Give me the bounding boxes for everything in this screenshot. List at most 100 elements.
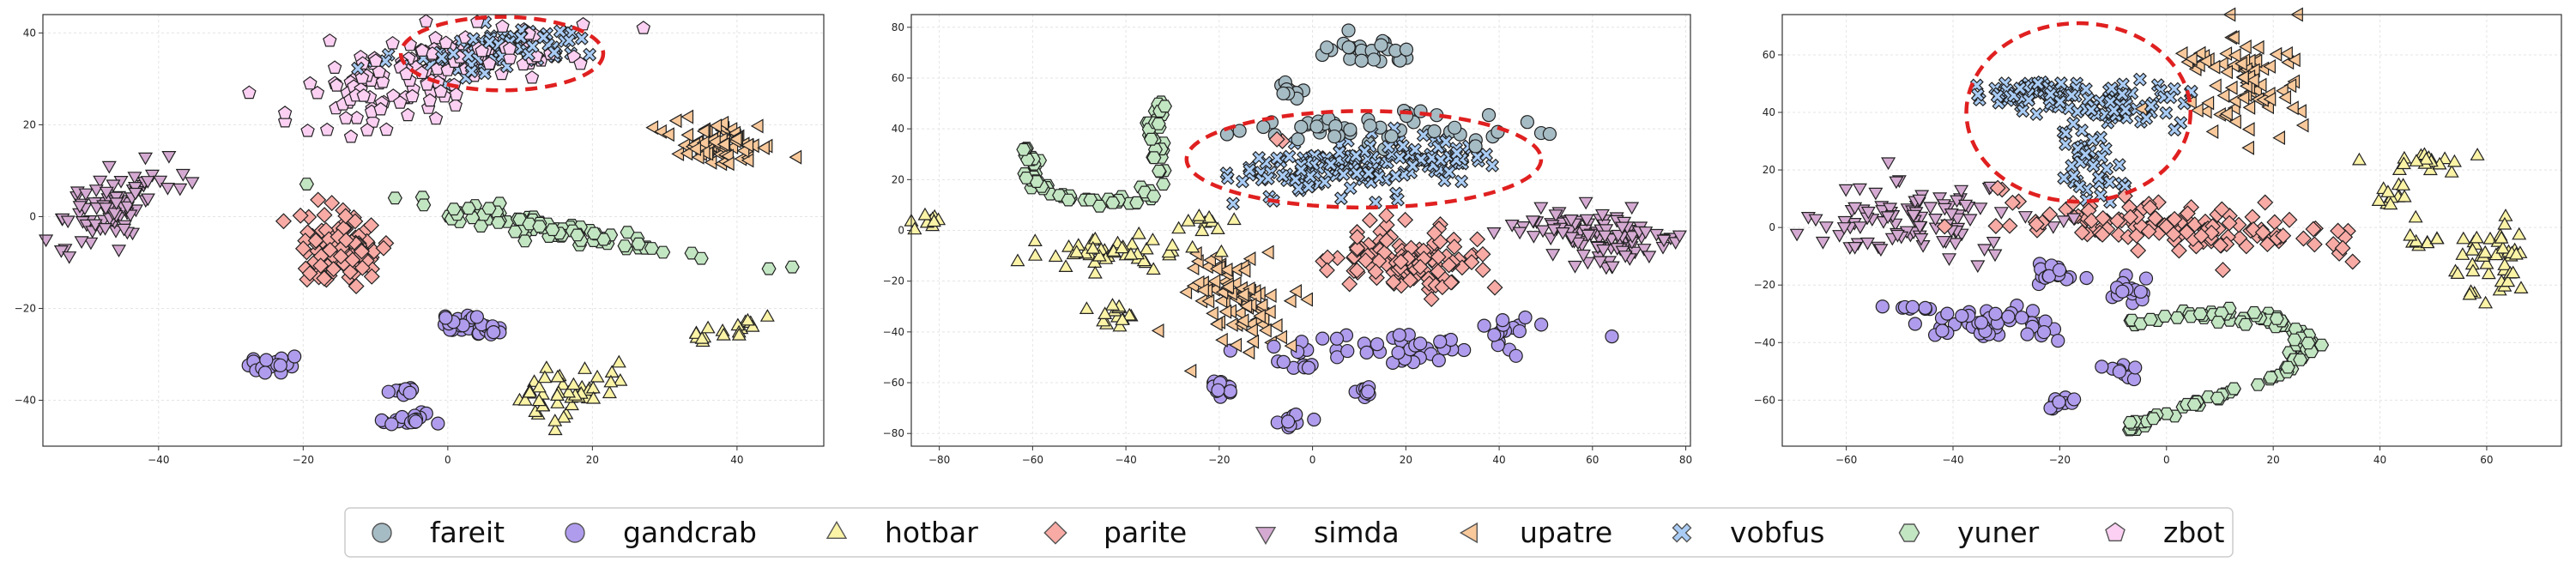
data-point-gandcrab <box>2015 311 2029 325</box>
data-point-simda <box>1944 208 1959 221</box>
data-point-simda <box>98 202 113 216</box>
data-point-gandcrab <box>287 349 302 364</box>
data-point-upatre <box>1283 293 1297 309</box>
data-point-gandcrab <box>1307 412 1321 427</box>
data-point-hotbar <box>1124 237 1140 250</box>
data-point-hotbar <box>1091 248 1107 262</box>
scatter-panel-right: −60 −40 −20 0 20 40 60 −60 −40 −20 0 20 40 60 <box>1754 7 2562 466</box>
highlight-ellipse <box>1184 109 1544 210</box>
data-point-upatre <box>1242 345 1255 360</box>
data-point-upatre <box>1207 274 1221 289</box>
data-point-gandcrab <box>1370 337 1385 352</box>
data-point-parite <box>316 207 333 224</box>
data-point-parite <box>2073 224 2090 241</box>
data-point-hotbar <box>2418 151 2434 165</box>
data-point-hotbar <box>2380 184 2396 197</box>
data-point-gandcrab <box>273 358 287 372</box>
data-point-upatre <box>1236 313 1249 329</box>
data-point-fareit <box>1542 126 1557 142</box>
data-point-parite <box>292 207 309 224</box>
data-point-vobfus <box>2102 175 2117 190</box>
data-points <box>904 23 1687 435</box>
data-point-yuner <box>2210 391 2225 405</box>
data-point-vobfus <box>562 33 577 48</box>
data-point-vobfus <box>1350 166 1364 181</box>
legend-marker-upatre <box>1459 522 1478 544</box>
data-point-vobfus <box>1317 175 1332 190</box>
data-point-upatre <box>1219 262 1233 277</box>
data-point-simda <box>1578 196 1593 210</box>
legend-frame <box>344 507 2234 558</box>
data-point-simda <box>106 179 121 193</box>
data-point-vobfus <box>378 54 393 69</box>
x-tick-label: −40 <box>148 454 169 466</box>
data-point-vobfus <box>547 45 561 60</box>
data-point-yuner <box>2157 310 2173 323</box>
data-point-parite <box>1397 211 1414 228</box>
data-point-vobfus <box>2144 99 2158 113</box>
data-point-hotbar <box>531 393 547 407</box>
data-point-vobfus <box>2100 161 2114 176</box>
data-point-gandcrab <box>1509 348 1523 363</box>
data-point-simda <box>1575 249 1591 263</box>
data-point-hotbar <box>1027 233 1043 246</box>
data-point-parite <box>2257 194 2274 211</box>
data-point-yuner <box>2250 378 2265 391</box>
data-point-gandcrab <box>402 385 417 400</box>
y-tick-label: −40 <box>883 326 904 338</box>
data-point-simda <box>1548 209 1563 222</box>
data-point-hotbar <box>2403 227 2418 241</box>
data-point-yuner <box>416 198 432 212</box>
data-point-vobfus <box>1416 128 1430 142</box>
data-point-hotbar <box>745 319 760 332</box>
data-point-yuner <box>387 191 402 205</box>
data-point-upatre <box>1206 305 1218 321</box>
data-point-upatre <box>2272 130 2285 146</box>
legend-marker-hotbar <box>825 521 848 539</box>
data-point-hotbar <box>688 326 704 339</box>
data-point-fareit <box>1320 40 1334 55</box>
data-point-upatre <box>2253 77 2267 93</box>
x-tick-label: 0 <box>444 454 451 466</box>
data-point-upatre <box>2198 53 2212 69</box>
data-point-upatre <box>680 146 693 161</box>
data-point-vobfus <box>2031 76 2045 91</box>
data-point-yuner <box>570 228 585 242</box>
data-point-simda <box>160 183 175 196</box>
data-point-parite <box>1426 225 1443 242</box>
data-point-yuner <box>2210 316 2226 329</box>
data-point-parite <box>2245 221 2262 238</box>
data-point-gandcrab <box>1433 335 1448 349</box>
data-point-fareit <box>1384 129 1399 143</box>
data-point-yuner <box>2280 360 2295 374</box>
data-point-simda <box>1618 251 1633 263</box>
data-point-vobfus <box>464 64 479 79</box>
data-point-parite <box>1385 274 1402 291</box>
data-point-upatre <box>1209 261 1223 276</box>
data-point-simda <box>184 177 200 190</box>
data-point-vobfus <box>1343 181 1358 196</box>
data-point-fareit <box>1327 129 1342 144</box>
data-point-parite <box>2244 208 2261 226</box>
data-point-upatre <box>708 134 721 149</box>
highlight-ellipse <box>398 15 606 93</box>
data-point-gandcrab <box>487 325 501 340</box>
data-point-gandcrab <box>2052 263 2067 277</box>
data-point-parite <box>2306 236 2323 253</box>
data-point-upatre <box>2251 39 2265 55</box>
data-point-gandcrab <box>408 414 423 429</box>
data-point-gandcrab <box>469 310 484 324</box>
data-point-simda <box>1599 224 1614 237</box>
data-point-hotbar <box>1010 253 1025 267</box>
data-point-upatre <box>709 118 723 134</box>
data-point-simda <box>1873 244 1889 257</box>
data-point-hotbar <box>2371 193 2386 206</box>
data-point-gandcrab <box>1392 328 1406 342</box>
data-point-zbot <box>448 98 463 112</box>
data-point-zbot <box>428 111 444 125</box>
data-point-upatre <box>1253 308 1266 323</box>
data-point-upatre <box>645 120 659 136</box>
legend-label-hotbar: hotbar <box>885 516 978 549</box>
data-point-simda <box>1486 227 1502 240</box>
data-point-parite <box>1442 274 1460 291</box>
